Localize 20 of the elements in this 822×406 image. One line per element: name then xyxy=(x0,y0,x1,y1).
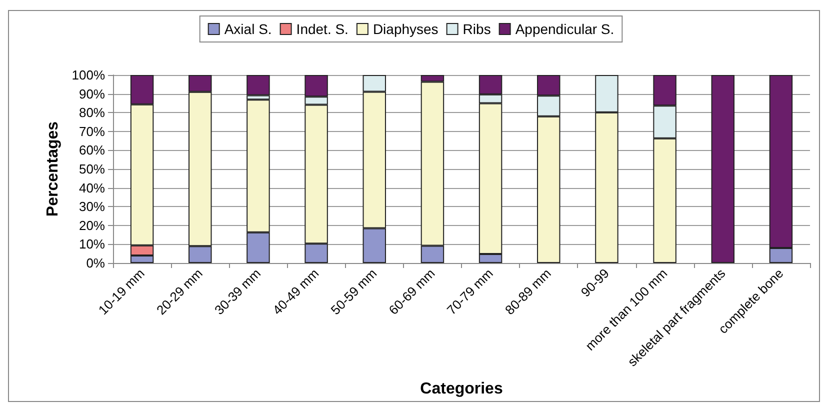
bar xyxy=(711,75,734,263)
legend-label: Indet. S. xyxy=(296,21,348,37)
y-tick-label: 40% xyxy=(78,180,106,196)
legend-label: Ribs xyxy=(462,21,491,37)
y-tick-label: 90% xyxy=(78,86,106,102)
y-tick-label: 30% xyxy=(78,199,106,214)
y-tick-label: 20% xyxy=(78,218,106,233)
legend-label: Diaphyses xyxy=(372,21,438,37)
y-axis-title: Percentages xyxy=(44,121,62,217)
legend-label: Axial S. xyxy=(224,21,272,37)
legend-label: Appendicular S. xyxy=(515,21,614,37)
bar xyxy=(246,75,270,96)
y-tick-label: 60% xyxy=(78,142,106,158)
y-tick-label: 80% xyxy=(78,105,106,120)
y-tick-label: 10% xyxy=(78,236,106,252)
y-tick-label: 100% xyxy=(72,68,106,82)
x-axis-title: Categories xyxy=(420,380,503,398)
y-tick-label: 0% xyxy=(86,256,106,270)
y-tick-label: 70% xyxy=(78,124,106,139)
y-tick-label: 50% xyxy=(78,162,106,176)
